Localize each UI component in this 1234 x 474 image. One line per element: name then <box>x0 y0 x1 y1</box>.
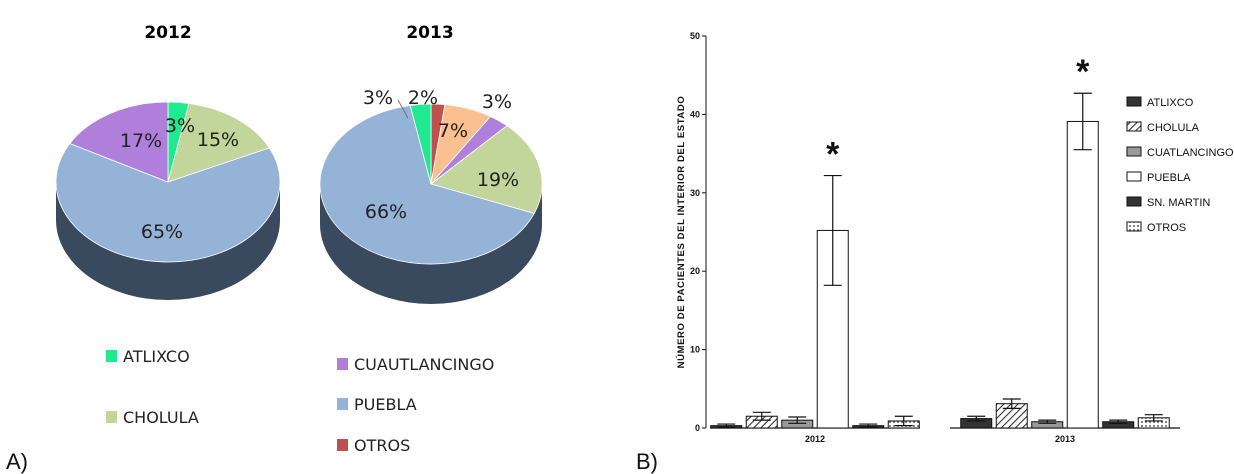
error-bar <box>1038 419 1057 424</box>
error-bar <box>1073 92 1092 151</box>
pie-2012-title: 2012 <box>144 23 191 43</box>
significance-asterisk: * <box>826 136 840 174</box>
bar-legend: ATLIXCO CHOLULA CUATLANCINGO PUEBLA SN. MART… <box>1126 96 1234 234</box>
legend-swatch <box>337 358 348 370</box>
pie-chart-2012: 3%15% 65% 17% <box>55 101 281 300</box>
bar-legend-swatch <box>1126 171 1142 182</box>
pie-slice-cuautlancingo <box>69 101 169 183</box>
bar-legend-swatch <box>1126 196 1142 207</box>
legend-entry-label: PUEBLA <box>354 395 417 414</box>
pie-slice-label: 65% <box>141 221 183 243</box>
pie-slice-label: 3% <box>482 91 512 113</box>
x-category-label: 2012 <box>805 434 825 444</box>
y-tick-label: 40 <box>690 109 700 119</box>
pie-slice-puebla <box>55 142 281 263</box>
error-bar <box>717 423 736 428</box>
pie-slice-label: 3% <box>165 115 195 137</box>
pie-slice-puebla <box>319 104 535 265</box>
error-bar <box>1109 419 1128 424</box>
error-bar <box>859 423 878 428</box>
pie-2013-title: 2013 <box>406 23 453 43</box>
pie-side-wall <box>320 184 542 304</box>
pie-slice-label: 17% <box>120 130 162 152</box>
bar-legend-label: ATLIXCO <box>1147 97 1194 109</box>
bar-legend-swatch <box>1126 146 1142 157</box>
legend-swatch <box>337 439 348 451</box>
panel-label-b: B) <box>636 449 658 474</box>
bar-chart: NÚMERO DE PACIENTES DEL INTERIOR DEL EST… <box>675 31 1180 444</box>
legend-swatch <box>106 411 117 423</box>
error-bar <box>823 174 842 286</box>
y-tick-label: 50 <box>690 31 700 41</box>
pie-slice-label: 3% <box>363 87 393 109</box>
pie-slice-label: 19% <box>477 169 519 191</box>
pie-chart-2013: 2%7% 3% 19% 66% 3% <box>319 87 543 304</box>
y-axis-title: NÚMERO DE PACIENTES DEL INTERIOR DEL EST… <box>675 96 687 369</box>
bar-legend-swatch <box>1126 96 1142 107</box>
pie-slice-cholula <box>167 102 270 183</box>
pie-slice-atlixco <box>409 103 432 185</box>
pie-slice-label: 66% <box>365 201 407 223</box>
bar-legend-label: CHOLULA <box>1147 122 1200 134</box>
panel-label-a: A) <box>6 449 28 474</box>
pie-legend: ATLIXCO CHOLULA CUAUTLANCINGO PUEBLA OTROS <box>106 347 494 455</box>
legend-swatch <box>337 398 348 410</box>
pie-slice-label: 2% <box>408 87 438 109</box>
error-bar <box>788 416 807 424</box>
legend-swatch <box>106 350 117 362</box>
y-tick-label: 10 <box>690 345 700 355</box>
bar-legend-swatch <box>1126 221 1142 232</box>
legend-entry-label: ATLIXCO <box>123 347 190 366</box>
bar-legend-label: PUEBLA <box>1147 172 1191 184</box>
bar-legend-label: CUATLANCINGO <box>1147 147 1234 159</box>
pie-slice-label: 7% <box>438 120 468 142</box>
bar-legend-swatch <box>1126 121 1142 132</box>
bar-legend-label: OTROS <box>1147 222 1186 234</box>
error-bar <box>1144 414 1163 422</box>
bar-legend-label: SN. MARTIN <box>1147 197 1210 209</box>
error-bar <box>894 415 913 427</box>
error-bar <box>1002 398 1021 409</box>
pie-panel: 2012 2013 3%15%65%17% 2%7%3%19%66%3% ATL… <box>55 23 543 455</box>
legend-entry-label: OTROS <box>354 436 410 455</box>
error-bar <box>967 415 986 422</box>
pie-side-wall <box>56 182 280 300</box>
y-tick-label: 0 <box>695 423 700 433</box>
pie-slice-label: 15% <box>197 129 239 151</box>
significance-asterisk: * <box>1076 53 1090 91</box>
legend-entry-label: CUAUTLANCINGO <box>354 355 494 374</box>
x-category-label: 2013 <box>1055 434 1075 444</box>
y-tick-label: 20 <box>690 266 700 276</box>
legend-entry-label: CHOLULA <box>123 408 199 427</box>
bar-puebla-2013 <box>1066 120 1099 429</box>
y-tick-label: 30 <box>690 188 700 198</box>
error-bar <box>752 411 771 421</box>
